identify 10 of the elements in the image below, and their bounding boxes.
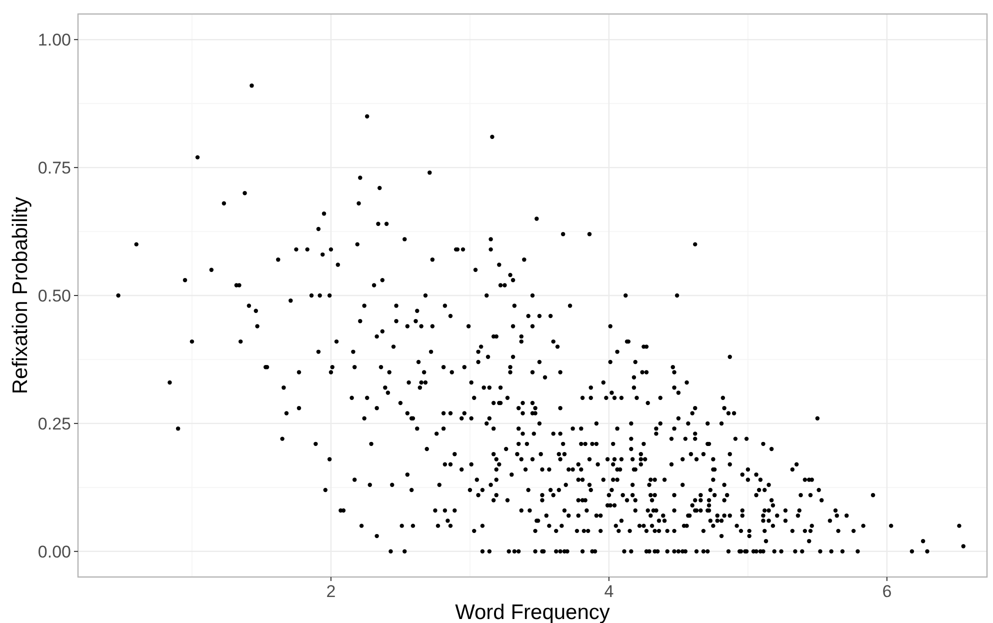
y-axis-title: Refixation Probability [9,196,32,394]
y-tick-label: 0.75 [38,158,71,178]
x-tick-label: 6 [882,582,892,601]
y-tick-label: 1.00 [38,30,71,50]
x-tick-label: 2 [326,582,336,601]
y-tick-label: 0.00 [38,542,71,562]
x-axis-title: Word Frequency [455,601,610,623]
y-tick-label: 0.25 [38,414,71,434]
x-tick-label: 4 [604,582,614,601]
y-tick-label: 0.50 [38,286,71,306]
